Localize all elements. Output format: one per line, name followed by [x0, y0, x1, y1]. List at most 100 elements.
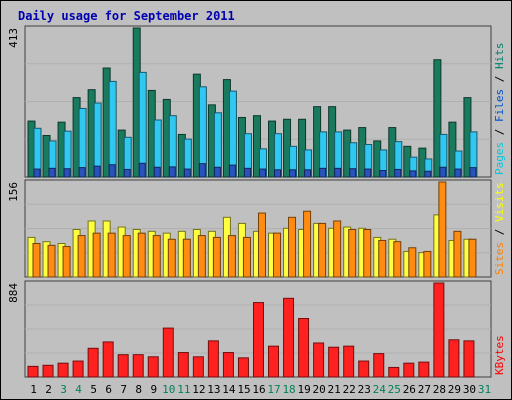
bar-pages-day-28 — [439, 166, 447, 178]
chart-title: Daily usage for September 2011 — [18, 9, 235, 23]
x-tick-label-day-23: 23 — [358, 383, 371, 396]
bar-pages-day-9 — [153, 166, 161, 178]
bar-sites-day-1 — [32, 243, 41, 278]
bar-kbytes-day-1 — [27, 365, 39, 378]
bar-pages-day-18 — [289, 169, 297, 178]
bar-pages-day-30 — [469, 167, 477, 178]
bar-kbytes-day-12 — [192, 356, 204, 378]
bar-sites-day-23 — [363, 229, 372, 278]
bar-kbytes-day-16 — [252, 302, 264, 378]
x-tick-label-day-12: 12 — [192, 383, 205, 396]
bar-kbytes-day-10 — [162, 327, 174, 378]
bar-files-day-6 — [108, 80, 117, 178]
legend-separator: / — [493, 222, 506, 242]
x-tick-label-day-15: 15 — [237, 383, 250, 396]
x-tick-label-day-7: 7 — [120, 383, 127, 396]
bar-files-day-14 — [228, 90, 237, 178]
bar-pages-day-10 — [168, 166, 176, 178]
bar-kbytes-day-24 — [373, 353, 385, 378]
bar-pages-day-20 — [319, 167, 327, 178]
x-tick-label-day-21: 21 — [328, 383, 341, 396]
panel-3-legend: KBytes — [493, 335, 506, 375]
legend-kbytes: KBytes — [493, 335, 506, 375]
legend-sites: Sites — [493, 242, 506, 275]
bar-sites-day-9 — [152, 235, 161, 278]
bar-pages-day-25 — [394, 168, 402, 178]
bar-kbytes-day-14 — [222, 352, 234, 378]
bar-hits-day-16 — [252, 115, 261, 178]
x-tick-label-day-26: 26 — [403, 383, 416, 396]
bar-pages-day-3 — [63, 168, 71, 178]
bar-sites-day-19 — [303, 210, 312, 278]
bar-kbytes-day-19 — [298, 318, 310, 378]
bar-pages-day-26 — [409, 170, 417, 178]
bar-pages-day-13 — [213, 166, 221, 178]
bar-kbytes-day-7 — [117, 354, 129, 378]
legend-files: Files — [493, 89, 506, 122]
bar-hits-day-29 — [448, 121, 457, 178]
bar-sites-day-30 — [468, 238, 477, 278]
bar-kbytes-day-29 — [448, 339, 460, 378]
bar-sites-day-8 — [137, 232, 146, 278]
bar-kbytes-day-17 — [268, 345, 280, 378]
x-tick-label-day-10: 10 — [162, 383, 175, 396]
bar-files-day-8 — [138, 71, 147, 178]
bar-kbytes-day-3 — [57, 362, 69, 378]
bar-kbytes-day-25 — [388, 366, 400, 378]
bar-pages-day-27 — [424, 170, 432, 178]
x-tick-label-day-4: 4 — [75, 383, 82, 396]
legend-visits: Visits — [493, 182, 506, 222]
x-tick-label-day-22: 22 — [343, 383, 356, 396]
bar-kbytes-day-27 — [418, 361, 430, 378]
bar-pages-day-19 — [304, 169, 312, 178]
x-tick-label-day-1: 1 — [30, 383, 37, 396]
x-tick-label-day-13: 13 — [207, 383, 220, 396]
bar-pages-day-29 — [454, 168, 462, 178]
bar-kbytes-day-30 — [463, 340, 475, 378]
bar-kbytes-day-28 — [433, 282, 445, 378]
bar-pages-day-21 — [334, 167, 342, 178]
bar-kbytes-day-6 — [102, 341, 114, 378]
x-tick-label-day-27: 27 — [418, 383, 431, 396]
bar-kbytes-day-5 — [87, 347, 99, 378]
x-tick-label-day-6: 6 — [105, 383, 112, 396]
bar-kbytes-day-22 — [343, 345, 355, 378]
bar-kbytes-day-8 — [132, 354, 144, 378]
bar-sites-day-16 — [257, 212, 266, 278]
bar-sites-day-24 — [378, 239, 387, 278]
x-tick-label-day-14: 14 — [222, 383, 236, 396]
bar-kbytes-day-26 — [403, 362, 415, 378]
panel-1-ymax-label: 413 — [7, 28, 20, 48]
bar-kbytes-day-18 — [283, 297, 295, 378]
bar-sites-day-25 — [393, 241, 402, 278]
bar-pages-day-2 — [48, 167, 56, 178]
bar-sites-day-7 — [122, 235, 131, 278]
x-tick-label-day-19: 19 — [297, 383, 310, 396]
x-tick-label-day-17: 17 — [267, 383, 280, 396]
bar-pages-day-24 — [379, 170, 387, 178]
bar-pages-day-17 — [274, 169, 282, 178]
x-tick-label-day-30: 30 — [463, 383, 476, 396]
x-tick-label-day-29: 29 — [448, 383, 461, 396]
x-tick-label-day-11: 11 — [177, 383, 190, 396]
bar-sites-day-21 — [333, 220, 342, 278]
bar-sites-day-10 — [167, 238, 176, 278]
bar-pages-day-16 — [258, 168, 266, 178]
x-tick-label-day-28: 28 — [433, 383, 446, 396]
bar-sites-day-11 — [182, 238, 191, 278]
bar-sites-day-18 — [288, 216, 297, 278]
panel-1-legend: Pages / Files / Hits — [493, 43, 506, 176]
bar-sites-day-22 — [348, 229, 357, 278]
bar-sites-day-6 — [107, 232, 116, 278]
bar-kbytes-day-15 — [237, 357, 249, 378]
bar-sites-day-28 — [438, 181, 447, 278]
bar-files-day-4 — [78, 107, 87, 178]
bar-kbytes-day-9 — [147, 356, 159, 378]
bar-sites-day-13 — [212, 236, 221, 278]
bar-sites-day-5 — [92, 232, 101, 278]
bar-pages-day-14 — [228, 164, 236, 178]
bar-pages-day-6 — [108, 164, 116, 178]
bar-kbytes-day-20 — [313, 342, 325, 378]
bar-pages-day-5 — [93, 165, 101, 178]
panel-2-ymax-label: 156 — [7, 182, 20, 202]
